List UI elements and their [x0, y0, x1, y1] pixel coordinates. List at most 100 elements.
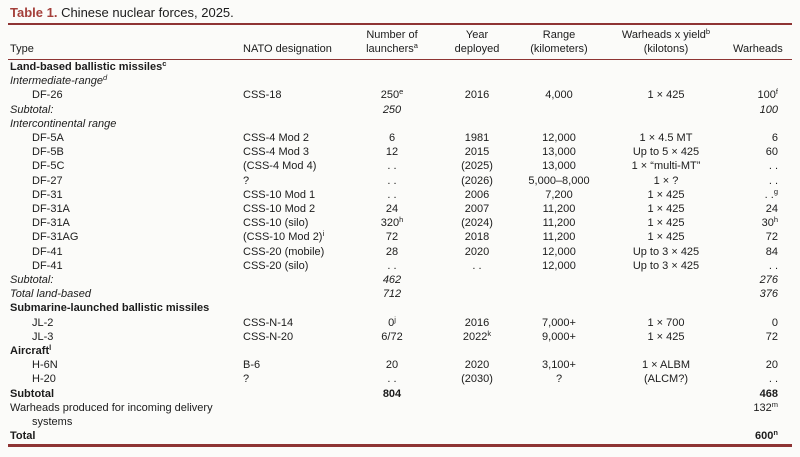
cell-yield: 1 × 425 — [647, 231, 685, 244]
table-row: DF-27? . . (2026) 5,000–8,000 1 × ? . . — [8, 174, 792, 188]
column-header-type: Type — [8, 26, 243, 60]
cell-year — [435, 344, 519, 358]
cell-year — [435, 74, 519, 88]
column-header-nato: NATO designation — [243, 26, 349, 60]
cell-warheads: 0 — [771, 316, 778, 329]
table-row: Aircraftl — [8, 344, 792, 358]
cell-type: DF-26 — [32, 89, 63, 102]
cell-launchers — [349, 344, 435, 358]
cell-nato: CSS-4 Mod 2 — [243, 132, 310, 145]
cell-range — [519, 117, 599, 131]
cell-range: 11,200 — [542, 231, 576, 244]
table-row: Intermediate-ranged — [8, 74, 792, 88]
footnote-marker-m: m — [771, 399, 778, 409]
column-header-range: Range (kilometers) — [519, 26, 599, 60]
cell-type: Intercontinental range — [10, 117, 117, 130]
top-rule — [8, 23, 792, 25]
cell-type: JL-2 — [32, 316, 54, 329]
cell-type: Submarine-launched ballistic missiles — [10, 302, 210, 315]
cell-range: 12,000 — [542, 259, 576, 272]
cell-launchers: 462 — [382, 274, 402, 287]
header-row: Type NATO designation Number of launchersa Y… — [8, 26, 792, 60]
footnote-marker-c: c — [162, 59, 167, 68]
cell-nato — [243, 74, 349, 88]
cell-yield: (ALCM?) — [643, 373, 688, 386]
cell-warheads: . . — [768, 259, 778, 272]
table-row: DF-5C (CSS-4 Mod 4) . . (2025) 13,000 1 × “mu… — [8, 159, 792, 173]
footnote-marker-i: i — [322, 229, 325, 239]
cell-type: DF-5C — [32, 160, 65, 173]
cell-yield: 1 × 425 — [647, 330, 685, 343]
cell-warheads: . . — [768, 373, 778, 386]
footnote-marker-j: j — [394, 314, 396, 324]
cell-nato — [243, 103, 349, 117]
footnote-marker-k: k — [487, 328, 492, 338]
cell-launchers — [349, 74, 435, 88]
table-body: Land-based ballistic missilesc Intermedia… — [8, 60, 792, 444]
cell-year — [435, 301, 519, 315]
cell-warheads: 600n — [755, 428, 778, 443]
table-row: Total land-based 712 376 — [8, 287, 792, 301]
cell-yield — [599, 401, 733, 429]
cell-year: (2025) — [461, 160, 493, 173]
cell-range: 12,000 — [542, 245, 576, 258]
cell-warheads: 30h — [761, 215, 778, 230]
cell-nato — [243, 301, 349, 315]
column-header-warheads: Warheads — [733, 26, 792, 60]
cell-yield — [599, 344, 733, 358]
footnote-marker-h: h — [399, 215, 404, 225]
footnote-marker-h: h — [773, 215, 778, 225]
cell-launchers: . . — [387, 160, 397, 173]
cell-launchers: . . — [387, 174, 397, 187]
cell-range: 13,000 — [542, 146, 576, 159]
cell-nato: CSS-20 (mobile) — [243, 245, 325, 258]
cell-type: DF-5B — [32, 146, 64, 159]
cell-range: 12,000 — [542, 132, 576, 145]
cell-launchers: . . — [387, 373, 397, 386]
cell-warheads: 276 — [759, 274, 778, 287]
cell-warheads: 72 — [765, 330, 778, 343]
table-row: Subtotal: 462 276 — [8, 273, 792, 287]
cell-warheads — [733, 74, 792, 88]
cell-type: Warheads produced for incoming delivery … — [10, 401, 213, 429]
cell-yield — [599, 103, 733, 117]
column-header-yield: Warheads x yieldb (kilotons) — [599, 26, 733, 60]
table-row: H-20? . . (2030)? (ALCM?) . . — [8, 372, 792, 386]
cell-nato: CSS-N-20 — [243, 330, 294, 343]
cell-type: Aircraftl — [10, 343, 52, 358]
cell-type: Subtotal: — [10, 274, 54, 287]
cell-yield: 1 × 4.5 MT — [639, 132, 693, 145]
cell-warheads: . .g — [764, 186, 778, 201]
cell-yield — [599, 301, 733, 315]
cell-launchers: 24 — [385, 203, 399, 216]
cell-yield: Up to 3 × 425 — [632, 259, 700, 272]
cell-warheads — [733, 301, 792, 315]
cell-yield — [599, 74, 733, 88]
table-row: DF-41 CSS-20 (mobile) 28 2020 12,000 Up to 3 … — [8, 245, 792, 259]
cell-warheads: 6 — [771, 132, 778, 145]
cell-warheads — [733, 117, 792, 131]
cell-nato — [243, 273, 349, 287]
cell-type: Land-based ballistic missilesc — [10, 59, 167, 73]
cell-nato — [243, 60, 349, 75]
table-row: H-6N B-6 20 2020 3,100+ 1 × ALBM 20 — [8, 358, 792, 372]
cell-warheads: 468 — [759, 387, 778, 400]
cell-yield: Up to 3 × 425 — [632, 245, 700, 258]
cell-nato — [243, 401, 349, 429]
cell-range: 7,200 — [545, 188, 573, 201]
cell-yield: 1 × ? — [653, 174, 679, 187]
cell-warheads: 376 — [759, 288, 778, 301]
cell-launchers: . . — [387, 188, 397, 201]
cell-launchers — [349, 301, 435, 315]
cell-range: 4,000 — [545, 89, 573, 102]
cell-yield — [599, 60, 733, 75]
cell-range — [519, 301, 599, 315]
cell-launchers: 28 — [385, 245, 399, 258]
cell-warheads: 60 — [765, 146, 778, 159]
cell-type: DF-27 — [32, 174, 63, 187]
table-row: DF-5B CSS-4 Mod 3 12 2015 13,000 Up to 5 × 42… — [8, 145, 792, 159]
cell-range — [519, 401, 599, 429]
cell-type: DF-5A — [32, 132, 64, 145]
footnote-marker-b: b — [705, 27, 711, 36]
table-row: Subtotal: 250 100 — [8, 103, 792, 117]
